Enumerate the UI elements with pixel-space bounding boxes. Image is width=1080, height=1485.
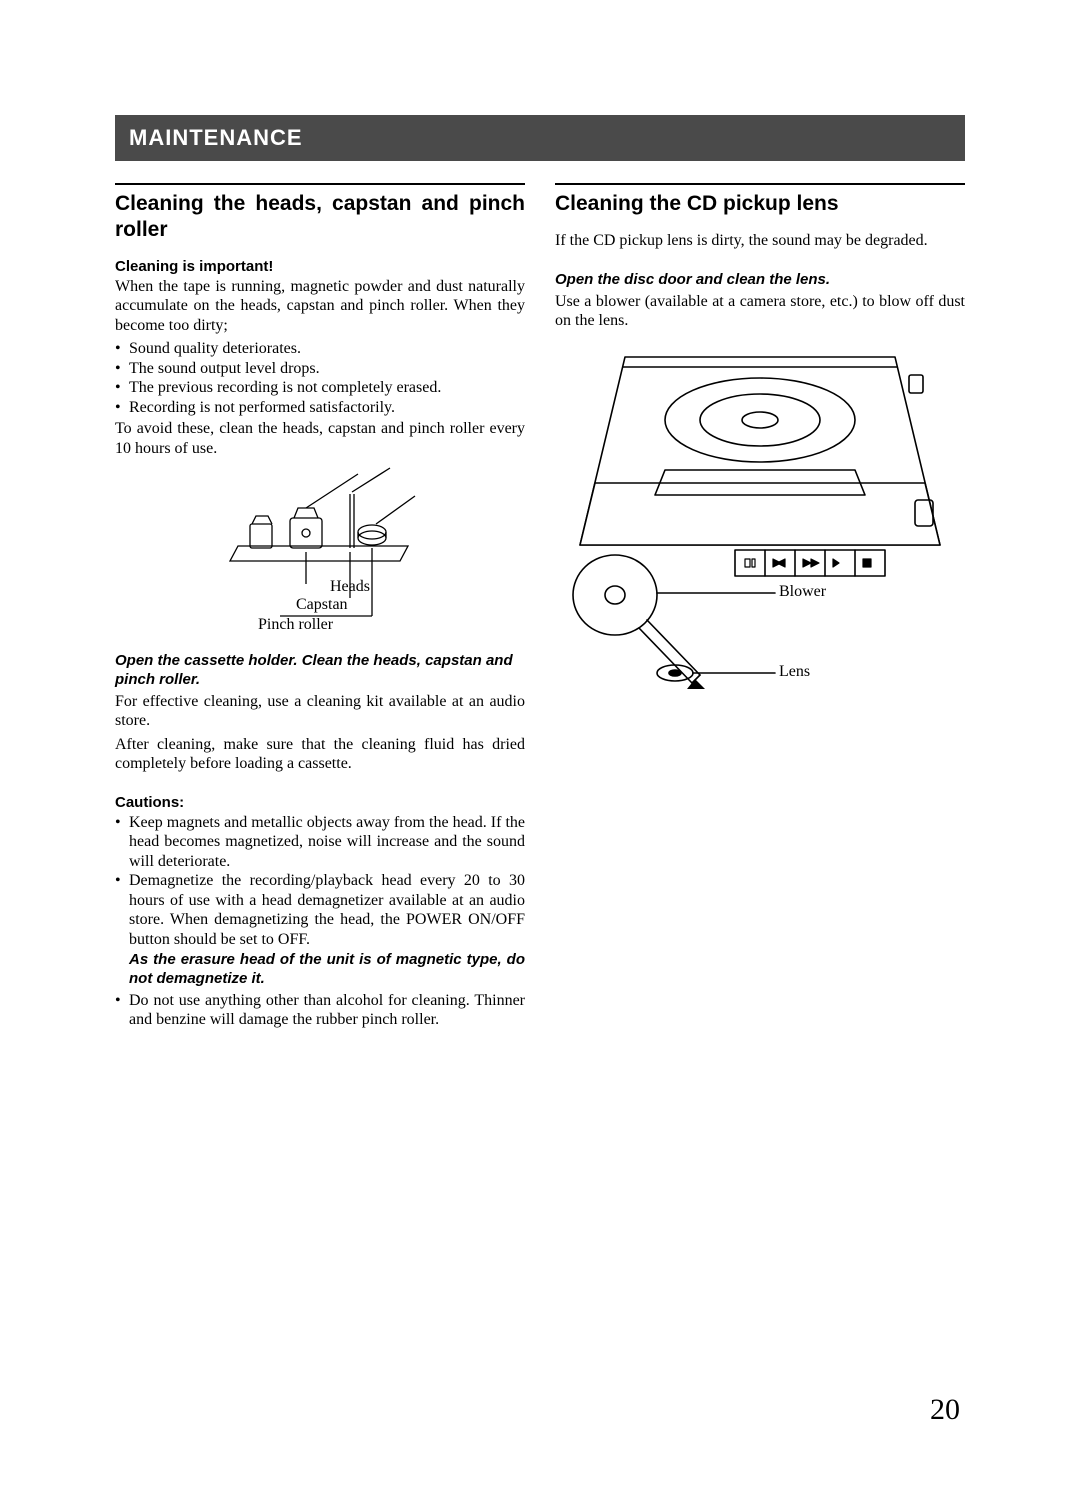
right-heading: Cleaning the CD pickup lens <box>555 183 965 217</box>
capstan-label: Capstan <box>296 596 348 614</box>
page-number: 20 <box>930 1393 960 1427</box>
pinch-roller-label: Pinch roller <box>258 616 333 634</box>
cd-player-figure: Blower Lens <box>555 345 975 715</box>
erasure-head-note: As the erasure head of the unit is of ma… <box>129 951 525 989</box>
list-item: Sound quality deteriorates. <box>115 339 525 359</box>
cautions-list: Keep magnets and metallic objects away f… <box>115 813 525 1030</box>
list-item: Do not use anything other than alcohol f… <box>115 991 525 1030</box>
open-cassette-instruction: Open the cassette holder. Clean the head… <box>115 652 525 690</box>
left-p2: To avoid these, clean the heads, capstan… <box>115 419 525 458</box>
cautions-label: Cautions: <box>115 794 525 811</box>
blower-label: Blower <box>779 583 826 601</box>
left-p1: When the tape is running, magnetic powde… <box>115 277 525 336</box>
right-p2: Use a blower (available at a camera stor… <box>555 292 965 331</box>
list-item: The sound output level drops. <box>115 359 525 379</box>
left-p3: For effective cleaning, use a cleaning k… <box>115 692 525 731</box>
right-p1: If the CD pickup lens is dirty, the soun… <box>555 231 965 251</box>
right-column: Cleaning the CD pickup lens If the CD pi… <box>555 183 965 1032</box>
left-p4: After cleaning, make sure that the clean… <box>115 735 525 774</box>
list-item: Recording is not performed satisfactoril… <box>115 398 525 418</box>
list-item: The previous recording is not completely… <box>115 378 525 398</box>
section-banner: MAINTENANCE <box>115 115 965 161</box>
list-item: Demagnetize the recording/playback head … <box>115 871 525 989</box>
heads-label: Heads <box>330 578 370 596</box>
left-heading: Cleaning the heads, capstan and pinch ro… <box>115 183 525 244</box>
left-column: Cleaning the heads, capstan and pinch ro… <box>115 183 525 1032</box>
cassette-heads-figure: Heads Capstan Pinch roller <box>190 466 450 646</box>
open-disc-door-instruction: Open the disc door and clean the lens. <box>555 271 965 290</box>
deterioration-list: Sound quality deteriorates. The sound ou… <box>115 339 525 417</box>
cleaning-important-label: Cleaning is important! <box>115 258 525 275</box>
lens-label: Lens <box>779 663 810 681</box>
list-item: Keep magnets and metallic objects away f… <box>115 813 525 872</box>
